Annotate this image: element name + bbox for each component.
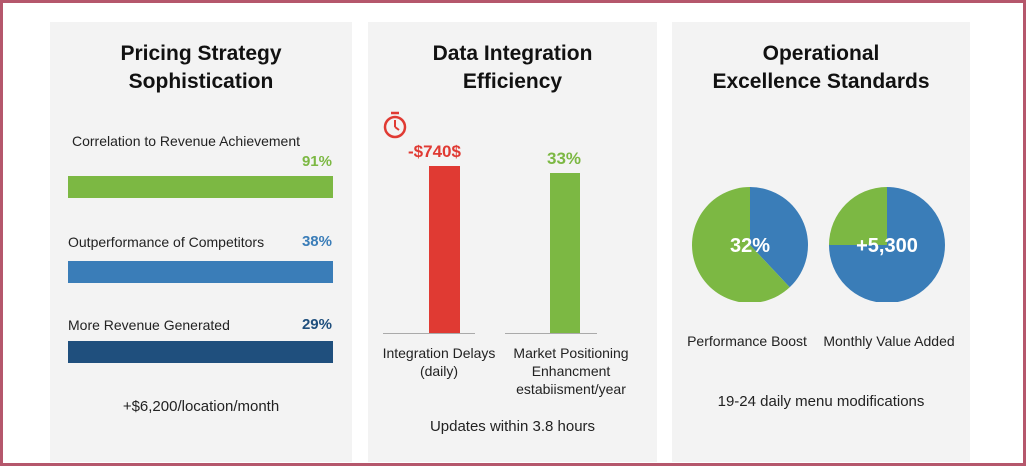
metric-value: 91% — [301, 153, 332, 170]
pie-center-label: 32% — [730, 235, 770, 257]
metric-label: More Revenue Generated — [68, 317, 230, 333]
panel-footer: Updates within 3.8 hours — [429, 418, 596, 435]
pie-center-label: +5,300 — [856, 235, 918, 257]
data-label: -$740$ — [408, 142, 461, 161]
pie-label: Performance Boost — [687, 333, 807, 349]
metric-bar — [68, 176, 333, 198]
title-line: Data Integration — [432, 42, 593, 65]
metric-value: 38% — [301, 233, 332, 250]
title-line: Excellence Standards — [712, 70, 930, 93]
category-label: Market Positioning Enhancment estabiisment… — [503, 344, 639, 398]
metric-bar — [68, 341, 333, 363]
label-line: Integration Delays — [382, 345, 496, 361]
pie-slice — [692, 187, 790, 302]
bar-integration-delays — [429, 166, 460, 333]
label-line: estabiisment/year — [516, 381, 626, 397]
metric-bar — [68, 261, 333, 283]
label-line: Enhancment — [531, 363, 611, 379]
pie-charts: 32% +5,300 — [692, 187, 945, 302]
category-label: Integration Delays (daily) — [374, 344, 504, 380]
panel-operational: Operational Excellence Standards 32% +5,30… — [672, 22, 970, 462]
title-line: Efficiency — [462, 70, 563, 93]
title-line: Operational — [762, 42, 880, 65]
bar-market-positioning — [550, 173, 580, 333]
pie-label: Monthly Value Added — [823, 333, 955, 349]
stopwatch-icon — [383, 111, 407, 139]
title-line: Pricing Strategy — [120, 42, 282, 65]
panel-title: Pricing Strategy Sophistication — [50, 40, 352, 96]
metric-value: 29% — [301, 316, 332, 333]
pie-slice — [829, 187, 945, 302]
metric-label: Correlation to Revenue Achievement — [72, 133, 301, 149]
panel-footer: +$6,200/location/month — [122, 398, 280, 415]
pie-slice — [750, 187, 808, 288]
panel-title: Data Integration Efficiency — [368, 40, 657, 96]
title-line: Sophistication — [128, 70, 274, 93]
metric-label: Outperformance of Competitors — [68, 234, 265, 250]
baseline — [505, 333, 597, 334]
baseline — [383, 333, 475, 334]
panel-data-integration: Data Integration Efficiency -$740$ 33% In… — [368, 22, 657, 462]
panel-pricing: Pricing Strategy Sophistication Correlati… — [50, 22, 352, 462]
panel-title: Operational Excellence Standards — [672, 40, 970, 96]
label-line: (daily) — [419, 363, 459, 379]
label-line: Market Positioning — [513, 345, 629, 361]
data-label: 33% — [547, 149, 582, 168]
pie-slice — [829, 187, 887, 245]
panel-footer: 19-24 daily menu modifications — [717, 393, 925, 410]
